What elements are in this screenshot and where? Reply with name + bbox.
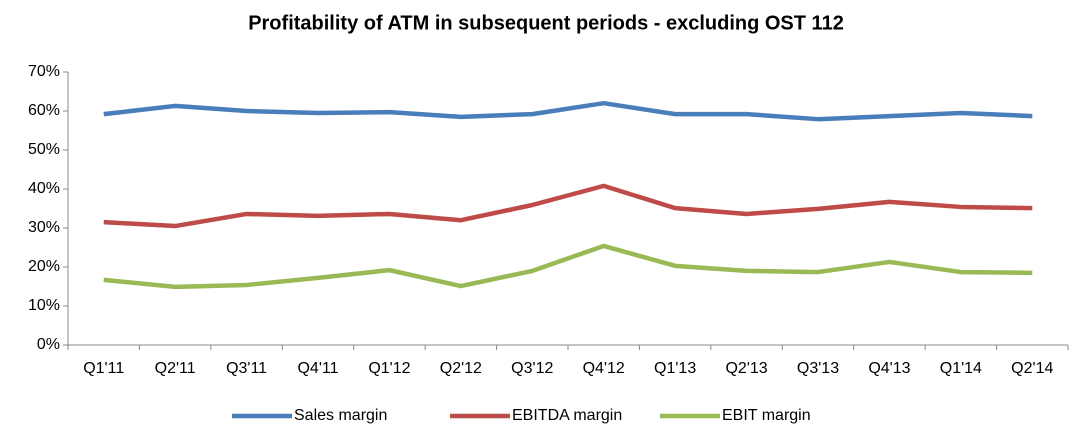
legend-label: Sales margin: [294, 407, 387, 424]
x-tick-label: Q2'12: [440, 360, 482, 377]
line: [103, 100, 1033, 122]
x-tick-label: Q4'13: [868, 360, 910, 377]
x-tick-label: Q2'11: [155, 360, 196, 377]
line: [103, 183, 1033, 229]
x-tick-label: Q3'11: [226, 360, 267, 377]
x-tick-label: Q2'13: [725, 360, 767, 377]
x-tick-label: Q1'12: [368, 360, 410, 377]
y-tick-label: 20%: [28, 258, 60, 275]
legend-label: EBITDA margin: [512, 407, 622, 424]
x-tick-label: Q3'13: [797, 360, 839, 377]
line: [103, 243, 1033, 290]
y-tick-label: 10%: [28, 297, 60, 314]
x-tick-label: Q1'11: [83, 360, 124, 377]
legend-label: EBIT margin: [722, 407, 811, 424]
y-tick-label: 0%: [37, 336, 60, 353]
x-tick-label: Q1'14: [940, 360, 982, 377]
y-tick-label: 30%: [28, 219, 60, 236]
y-tick-label: 60%: [28, 102, 60, 119]
x-tick-label: Q2'14: [1011, 360, 1053, 377]
x-tick-label: Q3'12: [511, 360, 553, 377]
x-tick-label: Q1'13: [654, 360, 696, 377]
x-tick-label: Q4'12: [583, 360, 625, 377]
y-tick-label: 40%: [28, 180, 60, 197]
x-tick-label: Q4'11: [297, 360, 338, 377]
y-tick-label: 50%: [28, 141, 60, 158]
chart-title: Profitability of ATM in subsequent perio…: [248, 12, 844, 34]
y-tick-label: 70%: [28, 63, 60, 80]
